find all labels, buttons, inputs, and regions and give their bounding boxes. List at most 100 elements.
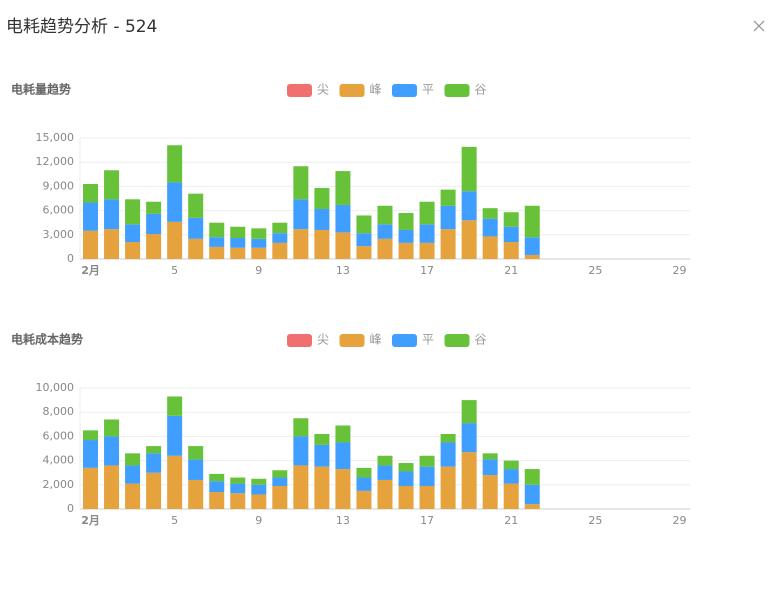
bar-segment <box>209 481 225 493</box>
x-tick-label: 5 <box>171 264 178 277</box>
bar-segment <box>398 213 414 230</box>
bar-segment <box>104 229 120 259</box>
legend-swatch <box>287 84 312 97</box>
bar-segment <box>419 455 435 467</box>
bar-segment <box>251 484 267 495</box>
bar-segment <box>251 494 267 509</box>
bar-segment <box>167 145 183 183</box>
legend-swatch <box>392 334 417 347</box>
bar-segment <box>440 189 456 206</box>
bar-segment <box>167 396 183 416</box>
bar-segment <box>461 220 477 259</box>
bar-segment <box>293 418 309 437</box>
bar-segment <box>503 460 519 470</box>
bar-segment <box>230 483 246 494</box>
bar-segment <box>524 237 540 255</box>
bar-segment <box>419 242 435 259</box>
bar-segment <box>125 199 141 225</box>
x-tick-label: 29 <box>672 514 686 527</box>
bar-segment <box>293 166 309 200</box>
legend-swatch <box>287 334 312 347</box>
bar-segment <box>209 237 225 247</box>
y-tick-label: 15,000 <box>36 131 75 144</box>
bar-segment <box>440 205 456 230</box>
bar-segment <box>314 208 330 230</box>
chart-title: 电耗量趋势 <box>11 82 71 97</box>
bar-segment <box>356 477 372 491</box>
bar-segment <box>125 483 141 509</box>
bar-segment <box>419 486 435 509</box>
bar-segment <box>272 233 288 243</box>
bar-segment <box>524 205 540 238</box>
bar-segment <box>251 478 267 485</box>
bar-segment <box>146 472 162 509</box>
bar-segment <box>125 453 141 466</box>
bar-segment <box>272 477 288 487</box>
legend-label: 谷 <box>475 333 487 347</box>
x-tick-label: 25 <box>588 514 602 527</box>
bar-segment <box>293 229 309 259</box>
bar-segment <box>482 236 498 259</box>
bar-segment <box>440 229 456 259</box>
bar-segment <box>482 459 498 476</box>
bar-segment <box>272 222 288 234</box>
bar-segment <box>335 425 351 443</box>
bar-segment <box>146 233 162 259</box>
x-tick-label: 9 <box>255 264 262 277</box>
bar-segment <box>377 224 393 239</box>
bar-segment <box>461 423 477 453</box>
bar-segment <box>272 486 288 509</box>
bar-segment <box>251 238 267 248</box>
legend-label: 平 <box>422 83 434 97</box>
bar-segment <box>209 492 225 509</box>
legend-swatch <box>392 84 417 97</box>
close-button[interactable] <box>753 20 765 32</box>
bar-segment <box>314 466 330 509</box>
bar-segment <box>482 475 498 509</box>
bar-segment <box>251 228 267 239</box>
bar-segment <box>83 202 99 231</box>
bar-segment <box>272 242 288 259</box>
x-tick-label: 2月 <box>81 264 100 277</box>
bar-segment <box>230 247 246 259</box>
bar-segment <box>377 479 393 509</box>
legend-label: 尖 <box>317 333 329 347</box>
bar-segment <box>230 238 246 248</box>
bar-segment <box>356 233 372 247</box>
bar-segment <box>461 146 477 192</box>
bar-segment <box>314 229 330 259</box>
bar-segment <box>398 486 414 509</box>
x-tick-label: 17 <box>420 264 434 277</box>
bar-segment <box>167 415 183 456</box>
bar-segment <box>230 493 246 509</box>
legend-label: 谷 <box>475 83 487 97</box>
bar-segment <box>314 188 330 209</box>
bar-segment <box>293 199 309 230</box>
bar-segment <box>503 212 519 227</box>
bar-segment <box>377 205 393 225</box>
legend-swatch <box>339 334 365 347</box>
x-tick-label: 13 <box>336 514 350 527</box>
bar-segment <box>83 440 99 468</box>
x-tick-label: 9 <box>255 514 262 527</box>
bar-segment <box>356 467 372 478</box>
bar-segment <box>146 201 162 214</box>
bar-segment <box>440 433 456 443</box>
dialog-title: 电耗趋势分析 - 524 <box>6 17 157 37</box>
bar-segment <box>461 191 477 221</box>
bar-segment <box>293 465 309 509</box>
y-tick-label: 0 <box>67 252 74 265</box>
bar-segment <box>83 430 99 441</box>
bar-segment <box>188 459 204 480</box>
legend-label: 峰 <box>370 333 382 347</box>
bar-segment <box>104 170 120 200</box>
bar-segment <box>146 446 162 454</box>
bar-segment <box>461 452 477 509</box>
bar-segment <box>398 463 414 472</box>
bar-segment <box>209 473 225 482</box>
bar-segment <box>335 442 351 470</box>
y-tick-label: 0 <box>67 502 74 515</box>
bar-segment <box>83 183 99 203</box>
y-tick-label: 12,000 <box>36 155 75 168</box>
